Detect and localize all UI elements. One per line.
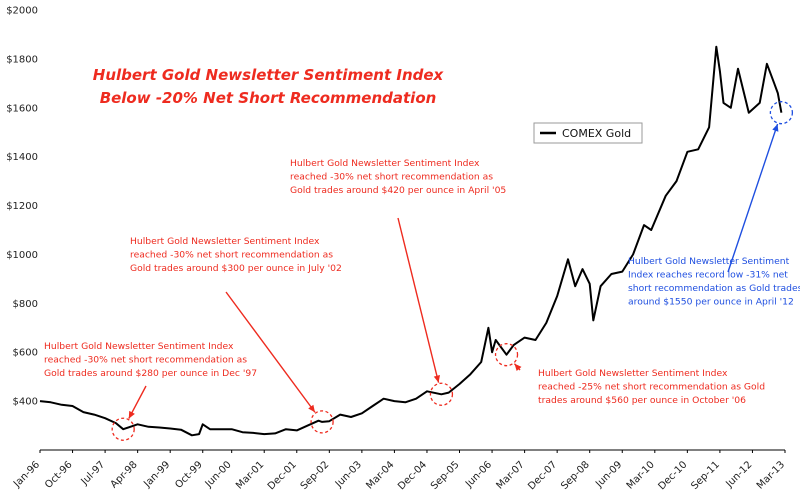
y-tick-label: $2000 [6,6,38,17]
annotation-5: Hulbert Gold Newsletter Sentiment Index r… [628,101,800,308]
y-tick-label: $1600 [6,103,38,114]
x-tick-label: Mar-10 [625,459,657,491]
annotations: Hulbert Gold Newsletter Sentiment Index r… [44,101,800,441]
annotation-text-line: reached -25% net short recommendation as… [538,382,765,393]
x-tick-label: Sep-05 [429,459,462,492]
annotation-text-line: reached -30% net short recommendation as [290,172,493,183]
annotation-text-line: Hulbert Gold Newsletter Sentiment Index [290,158,480,169]
series-line-comex-gold [39,45,783,437]
y-tick-label: $800 [13,299,38,310]
annotation-circle [429,382,454,406]
annotation-circle [111,417,135,441]
x-tick-label: Jul-97 [79,459,108,488]
x-tick-label: Mar-04 [364,459,396,491]
y-tick-label: $600 [13,348,38,359]
y-tick-label: $1200 [6,201,38,212]
annotation-text-line: Gold trades around $420 per ounce in Apr… [290,185,506,196]
annotation-text-line: reached -30% net short recommendation as [44,355,247,366]
x-tick-label: Jun-09 [593,459,624,490]
annotation-text-line: short recommendation as Gold trades [628,283,800,294]
x-tick-label: Dec-07 [526,459,559,492]
annotation-text-line: Hulbert Gold Newsletter Sentiment Index [538,368,728,379]
annotation-text-line: Gold trades around $300 per ounce in Jul… [130,263,342,274]
annotation-text-line: reached -30% net short recommendation as [130,250,333,261]
annotation-arrowhead [308,404,315,413]
x-tick-label: Oct-99 [173,459,205,491]
x-tick-label: Dec-01 [266,459,299,492]
annotation-text-line: Hulbert Gold Newsletter Sentiment Index [44,341,234,352]
annotation-text-line: Gold trades around $280 per ounce in Dec… [44,368,257,379]
x-tick-label: Dec-04 [396,459,429,492]
legend: COMEX Gold [533,122,643,144]
annotation-circle [494,343,519,367]
annotation-arrow-line [397,217,440,383]
x-tick-label: Apr-98 [109,459,140,490]
annotation-text-line: Hulbert Gold Newsletter Sentiment Index [130,236,320,247]
annotation-circle [310,410,334,434]
x-tick-label: Sep-08 [559,459,592,492]
series-layer [39,45,783,437]
annotation-arrowhead [772,124,779,132]
y-tick-label: $1000 [6,250,38,261]
x-tick-label: Oct-96 [43,459,75,491]
x-tick-label: Mar-13 [755,459,787,491]
annotation-text-line: trades around $560 per ounce in October … [538,395,746,406]
legend-label-comex-gold: COMEX Gold [562,127,631,140]
x-tick-label: Jun-06 [463,459,494,490]
annotation-text-line: Index reaches record low -31% net [628,270,788,281]
annotation-arrowhead [514,363,522,372]
annotation-text-line: around $1550 per ounce in April '12 [628,297,794,308]
x-tick-label: Jun-00 [203,459,234,490]
x-tick-label: Mar-01 [234,459,266,491]
annotation-2: Hulbert Gold Newsletter Sentiment Index r… [130,236,342,434]
chart-title-line-1: Hulbert Gold Newsletter Sentiment Index [93,66,445,84]
chart-title: Hulbert Gold Newsletter Sentiment Index … [93,66,445,107]
annotation-3: Hulbert Gold Newsletter Sentiment Index r… [290,158,506,406]
y-tick-label: $400 [13,397,38,408]
x-tick-label: Jun-12 [723,459,754,490]
annotation-arrow-line [727,123,779,273]
legend-box [533,122,643,144]
y-tick-label: $1400 [6,152,38,163]
y-tick-label: $1800 [6,54,38,65]
x-tick-label: Dec-10 [656,459,689,492]
annotation-arrowhead [128,410,135,419]
x-tick-label: Jun-03 [333,459,364,490]
x-tick-label: Sep-02 [299,459,332,492]
annotation-arrowhead [433,375,440,383]
annotation-circle [769,101,794,125]
annotation-text-line: Hulbert Gold Newsletter Sentiment [628,256,790,267]
x-tick-label: Jan-96 [11,459,42,490]
x-tick-label: Jan-99 [141,459,172,490]
annotation-arrow-line [225,291,316,413]
x-tick-label: Mar-07 [495,459,527,491]
annotation-4: Hulbert Gold Newsletter Sentiment Index r… [494,343,765,406]
x-tick-label: Sep-11 [689,459,722,492]
annotation-1: Hulbert Gold Newsletter Sentiment Index r… [44,341,257,441]
chart-title-line-2: Below -20% Net Short Recommendation [100,89,437,107]
